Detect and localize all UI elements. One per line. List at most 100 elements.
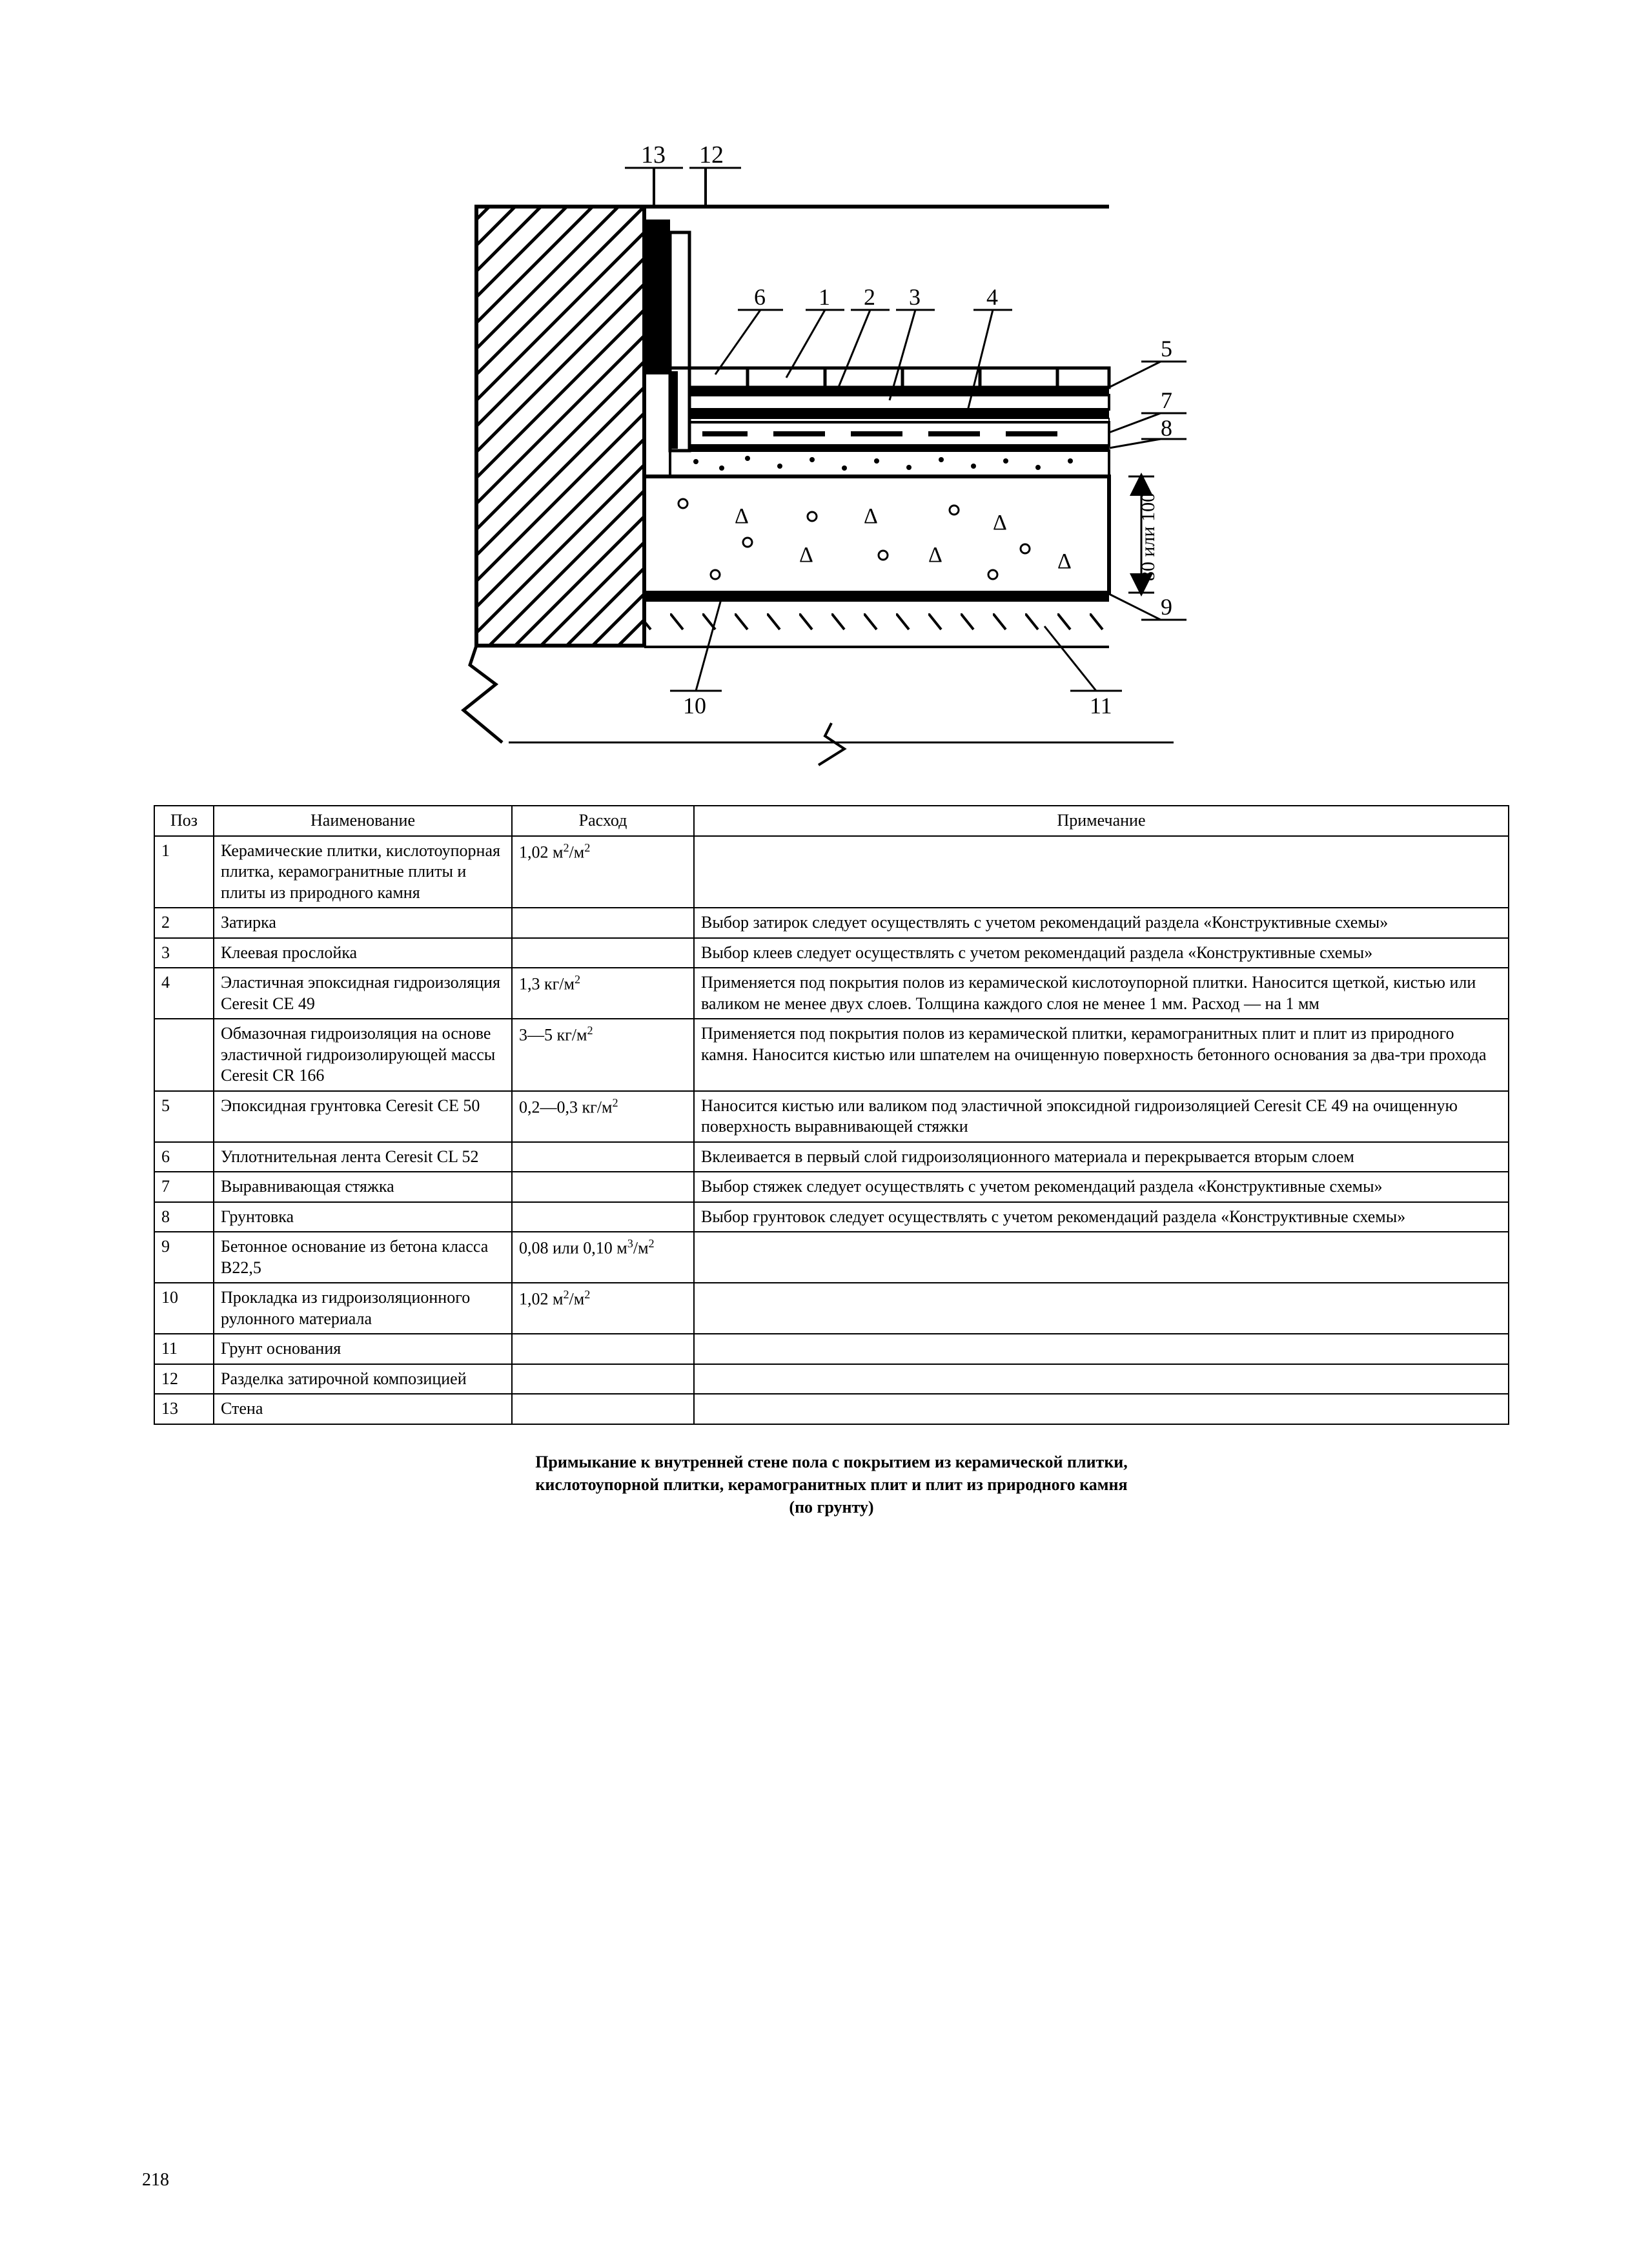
table-row: 12Разделка затирочной композицией bbox=[154, 1364, 1509, 1395]
diagram-container: 13 12 bbox=[142, 129, 1521, 779]
diagram-label-9: 9 bbox=[1161, 594, 1172, 620]
cell-note: Выбор затирок следует осуществлять с уче… bbox=[694, 908, 1509, 938]
cell-cons bbox=[512, 1334, 694, 1364]
caption-line-1: Примыкание к внутренней стене пола с пок… bbox=[142, 1451, 1521, 1473]
svg-text:Δ: Δ bbox=[993, 511, 1007, 535]
table-row: 11Грунт основания bbox=[154, 1334, 1509, 1364]
cell-pos: 10 bbox=[154, 1283, 214, 1334]
cell-note bbox=[694, 1364, 1509, 1395]
table-row: 7Выравнивающая стяжка Выбор стяжек следуе… bbox=[154, 1172, 1509, 1202]
cell-note: Применяется под покрытия полов из керами… bbox=[694, 968, 1509, 1019]
cell-note bbox=[694, 1232, 1509, 1283]
cell-cons bbox=[512, 1142, 694, 1172]
table-row: 5Эпоксидная грунтовка Ceresit CE 500,2—0… bbox=[154, 1091, 1509, 1142]
diagram-label-4: 4 bbox=[986, 284, 998, 310]
cell-pos: 9 bbox=[154, 1232, 214, 1283]
cell-name: Затирка bbox=[214, 908, 512, 938]
cell-note bbox=[694, 836, 1509, 908]
cell-name: Грунтовка bbox=[214, 1202, 512, 1232]
svg-text:Δ: Δ bbox=[1057, 549, 1072, 573]
svg-text:Δ: Δ bbox=[799, 543, 813, 567]
diagram-label-13: 13 bbox=[641, 141, 666, 169]
table-row: 9Бетонное основание из бетона класса В22… bbox=[154, 1232, 1509, 1283]
cell-cons bbox=[512, 1202, 694, 1232]
page-number: 218 bbox=[142, 2170, 169, 2191]
diagram-label-11: 11 bbox=[1090, 693, 1112, 719]
cell-cons bbox=[512, 1394, 694, 1424]
table-row: 10Прокладка из гидроизоляционного рулонн… bbox=[154, 1283, 1509, 1334]
table-row: 8Грунтовка Выбор грунтовок следует осущес… bbox=[154, 1202, 1509, 1232]
cell-name: Уплотнительная лента Ceresit CL 52 bbox=[214, 1142, 512, 1172]
cell-pos: 12 bbox=[154, 1364, 214, 1395]
diagram-label-8: 8 bbox=[1161, 415, 1172, 441]
cell-note bbox=[694, 1334, 1509, 1364]
caption-line-2: кислотоупорной плитки, керамогранитных п… bbox=[142, 1473, 1521, 1496]
diagram-svg: 13 12 bbox=[412, 129, 1251, 775]
table-row: 2Затирка Выбор затирок следует осуществля… bbox=[154, 908, 1509, 938]
cell-cons: 0,2—0,3 кг/м2 bbox=[512, 1091, 694, 1142]
cell-note bbox=[694, 1283, 1509, 1334]
diagram-label-2: 2 bbox=[864, 284, 875, 310]
diagram-label-10: 10 bbox=[683, 693, 706, 719]
cell-pos bbox=[154, 1019, 214, 1091]
table-row: 4Эластичная эпоксидная гидроизоляция Cer… bbox=[154, 968, 1509, 1019]
cell-cons: 3—5 кг/м2 bbox=[512, 1019, 694, 1091]
cell-name: Разделка затирочной композицией bbox=[214, 1364, 512, 1395]
cell-pos: 8 bbox=[154, 1202, 214, 1232]
cell-name: Эластичная эпоксидная гидроизоляция Cere… bbox=[214, 968, 512, 1019]
cell-pos: 5 bbox=[154, 1091, 214, 1142]
svg-text:Δ: Δ bbox=[735, 504, 749, 528]
cell-pos: 3 bbox=[154, 938, 214, 968]
diagram-label-6: 6 bbox=[754, 284, 766, 310]
cell-name: Обмазочная гидроизоляция на основе эласт… bbox=[214, 1019, 512, 1091]
diagram-label-12: 12 bbox=[699, 141, 724, 169]
diagram-label-3: 3 bbox=[909, 284, 921, 310]
cell-note: Наносится кистью или валиком под эластич… bbox=[694, 1091, 1509, 1142]
cell-pos: 11 bbox=[154, 1334, 214, 1364]
table-row: 13Стена bbox=[154, 1394, 1509, 1424]
cell-name: Прокладка из гидроизоляционного рулонног… bbox=[214, 1283, 512, 1334]
diagram-label-5: 5 bbox=[1161, 336, 1172, 362]
cell-note: Выбор стяжек следует осуществлять с учет… bbox=[694, 1172, 1509, 1202]
cell-name: Выравнивающая стяжка bbox=[214, 1172, 512, 1202]
cell-pos: 1 bbox=[154, 836, 214, 908]
cell-cons bbox=[512, 1364, 694, 1395]
page: 13 12 bbox=[0, 0, 1650, 2268]
cell-cons: 1,3 кг/м2 bbox=[512, 968, 694, 1019]
cell-name: Стена bbox=[214, 1394, 512, 1424]
cell-pos: 13 bbox=[154, 1394, 214, 1424]
cell-note: Выбор клеев следует осуществлять с учето… bbox=[694, 938, 1509, 968]
caption-line-3: (по грунту) bbox=[142, 1496, 1521, 1518]
header-cons: Расход bbox=[512, 806, 694, 836]
table-row: Обмазочная гидроизоляция на основе эласт… bbox=[154, 1019, 1509, 1091]
cell-note: Выбор грунтовок следует осуществлять с у… bbox=[694, 1202, 1509, 1232]
figure-caption: Примыкание к внутренней стене пола с пок… bbox=[142, 1451, 1521, 1518]
cell-name: Эпоксидная грунтовка Ceresit CE 50 bbox=[214, 1091, 512, 1142]
header-pos: Поз bbox=[154, 806, 214, 836]
cell-name: Керамические плитки, кислотоупорная плит… bbox=[214, 836, 512, 908]
cell-cons bbox=[512, 1172, 694, 1202]
cell-pos: 7 bbox=[154, 1172, 214, 1202]
cell-cons: 1,02 м2/м2 bbox=[512, 1283, 694, 1334]
diagram-label-7: 7 bbox=[1161, 387, 1172, 413]
cell-name: Грунт основания bbox=[214, 1334, 512, 1364]
cell-name: Клеевая прослойка bbox=[214, 938, 512, 968]
cell-cons bbox=[512, 908, 694, 938]
header-note: Примечание bbox=[694, 806, 1509, 836]
table-row: 1Керамические плитки, кислотоупорная пли… bbox=[154, 836, 1509, 908]
svg-text:Δ: Δ bbox=[864, 504, 878, 528]
specification-table: Поз Наименование Расход Примечание 1Кера… bbox=[154, 805, 1509, 1425]
cell-name: Бетонное основание из бетона класса В22,… bbox=[214, 1232, 512, 1283]
cell-pos: 6 bbox=[154, 1142, 214, 1172]
cell-cons bbox=[512, 938, 694, 968]
svg-text:Δ: Δ bbox=[928, 543, 942, 567]
cell-cons: 0,08 или 0,10 м3/м2 bbox=[512, 1232, 694, 1283]
table-header-row: Поз Наименование Расход Примечание bbox=[154, 806, 1509, 836]
cell-pos: 4 bbox=[154, 968, 214, 1019]
cell-pos: 2 bbox=[154, 908, 214, 938]
diagram-label-1: 1 bbox=[819, 284, 830, 310]
cell-note: Применяется под покрытия полов из керами… bbox=[694, 1019, 1509, 1091]
diagram-dim-text: 80 или 100 bbox=[1137, 493, 1159, 581]
cell-note bbox=[694, 1394, 1509, 1424]
construction-diagram: 13 12 bbox=[412, 129, 1251, 779]
